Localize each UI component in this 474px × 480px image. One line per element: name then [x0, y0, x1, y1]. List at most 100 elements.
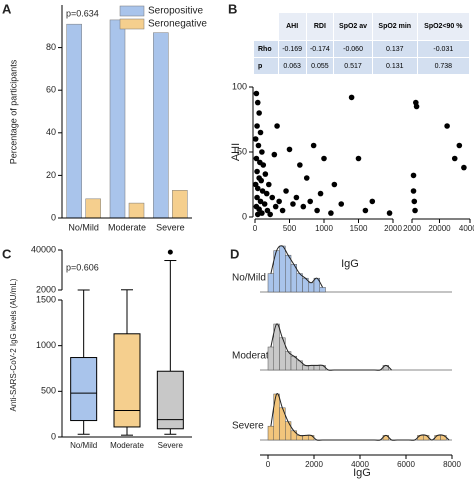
row-header: Rho — [253, 40, 279, 58]
cell: -0.060 — [333, 40, 373, 58]
point — [259, 188, 266, 194]
histogram-bar — [308, 282, 315, 293]
cell: -0.031 — [416, 40, 471, 58]
point — [456, 142, 463, 149]
point — [263, 190, 270, 197]
x-tick-label: 20000 — [428, 224, 451, 233]
group-label: Moderate — [232, 351, 275, 362]
x-tick-label: 8000 — [443, 460, 461, 469]
point — [328, 210, 334, 216]
y-tick-label: 50 — [237, 146, 247, 156]
density-curve — [270, 323, 392, 371]
x-tick-label: 500 — [283, 224, 297, 233]
cell: -0.174 — [305, 40, 335, 58]
point — [411, 198, 418, 205]
point — [293, 194, 300, 201]
point — [254, 194, 260, 201]
y-tick-label: 1500 — [36, 294, 56, 304]
box — [156, 370, 184, 430]
bar — [172, 190, 188, 219]
histogram-bar — [308, 435, 315, 441]
histogram-bar — [319, 365, 326, 371]
histogram-bar — [296, 273, 303, 293]
point — [254, 123, 260, 129]
point — [300, 203, 307, 210]
x-tick-label: Moderate — [110, 441, 144, 450]
point — [257, 129, 264, 136]
histogram-bar — [308, 365, 315, 371]
y-tick-label: 100 — [232, 81, 247, 91]
histogram-bar — [302, 435, 309, 441]
y-axis-label: AHI — [230, 143, 242, 161]
point — [362, 207, 369, 214]
table-row: p 0.063 0.055 0.517 0.131 0.738 — [253, 57, 471, 75]
legend-label: Seropositive — [148, 6, 203, 17]
point — [253, 155, 260, 162]
x-tick-label: No/Mild — [68, 222, 99, 232]
bar — [128, 202, 145, 219]
point — [258, 177, 265, 184]
point — [257, 198, 264, 205]
histogram-bar — [267, 273, 274, 293]
y-tick-label: 0 — [242, 211, 247, 221]
point — [260, 162, 267, 168]
point — [307, 198, 314, 205]
point — [412, 207, 418, 214]
point — [254, 99, 261, 106]
y-tick-label: 500 — [41, 386, 56, 396]
point — [256, 206, 262, 212]
x-tick-label: Moderate — [108, 222, 146, 232]
panel-letter: B — [228, 1, 237, 16]
point — [410, 188, 417, 194]
cell: 0.137 — [371, 40, 418, 58]
x-tick-label: 2000 — [403, 224, 421, 233]
histogram-bar — [290, 430, 297, 441]
correlation-table: AHI RDI SpO2 av SpO2 min SpO2<90 % Rho -0.169… — [253, 12, 471, 75]
legend-label: Seronegative — [148, 19, 207, 30]
point — [451, 155, 458, 162]
point — [338, 201, 345, 207]
x-tick-label: 0 — [253, 224, 258, 233]
histogram-bar — [267, 346, 274, 371]
point — [266, 181, 272, 188]
point — [348, 94, 355, 101]
point — [314, 207, 320, 214]
point — [297, 162, 303, 168]
point — [410, 172, 417, 179]
box — [113, 333, 141, 428]
y-tick-label: 1000 — [36, 340, 56, 350]
point — [264, 207, 271, 214]
x-tick-label: 0 — [266, 460, 271, 469]
point — [254, 185, 261, 192]
bar — [66, 23, 82, 219]
point — [262, 171, 269, 177]
density-curve — [270, 393, 450, 441]
point — [369, 198, 376, 205]
bar — [153, 32, 169, 219]
x-tick-label: 6000 — [397, 460, 415, 469]
point — [461, 164, 467, 171]
histogram-bar — [279, 245, 286, 293]
point — [256, 110, 262, 116]
point — [272, 203, 279, 210]
legend-swatch — [119, 18, 145, 30]
y-tick-label: 0 — [51, 212, 56, 222]
point — [279, 207, 286, 214]
legend-swatch — [119, 5, 145, 17]
bar — [109, 19, 126, 219]
y-axis-label: Percentage of participants — [8, 59, 18, 164]
x-tick-label: 1000 — [315, 224, 333, 233]
point — [259, 149, 265, 155]
y-tick-label: 60 — [46, 85, 56, 95]
point — [269, 194, 276, 201]
column-header: SpO2 av — [333, 12, 373, 41]
x-tick-label: No/Mild — [70, 441, 97, 450]
point — [276, 198, 282, 205]
density-curve — [270, 245, 324, 288]
column-header: SpO2<90 % — [416, 12, 471, 41]
x-tick-label: Severe — [156, 222, 185, 232]
point — [386, 210, 393, 216]
x-tick-label: 2000 — [305, 460, 323, 469]
point — [355, 155, 362, 162]
y-tick-label: 40000 — [31, 244, 56, 254]
